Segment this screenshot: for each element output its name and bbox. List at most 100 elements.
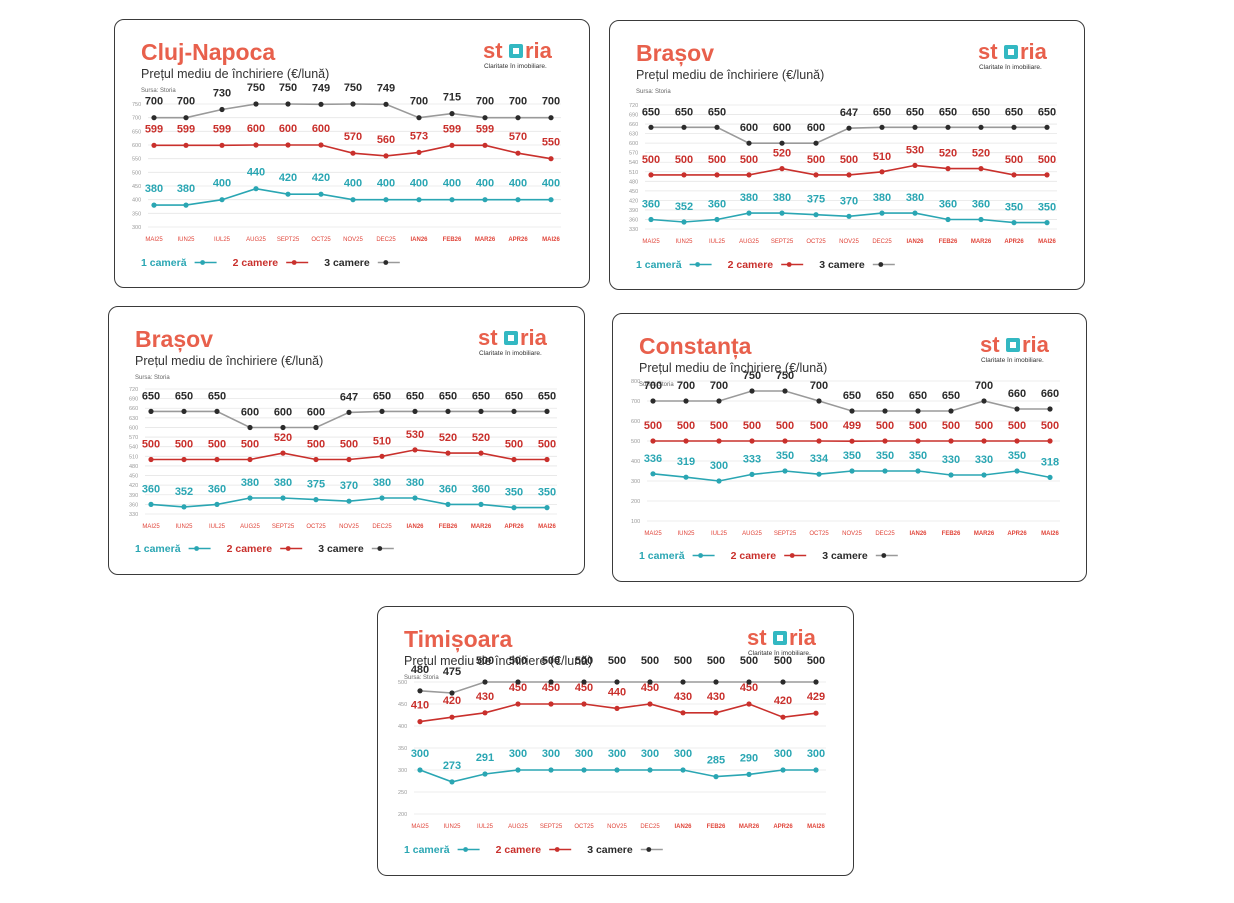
legend-label: 1 cameră xyxy=(135,543,181,555)
data-point-3-camere xyxy=(1011,124,1017,130)
data-label-3-camere: 650 xyxy=(538,390,556,402)
y-tick-label: 600 xyxy=(629,141,638,147)
data-label-2-camere: 500 xyxy=(505,439,523,451)
data-point-2-camere xyxy=(882,438,888,444)
data-point-1-camera xyxy=(449,779,455,785)
data-point-3-camere xyxy=(1014,406,1020,412)
data-point-3-camere xyxy=(879,124,885,130)
data-point-2-camere xyxy=(780,714,786,720)
data-point-1-camera xyxy=(151,202,157,208)
data-label-1-camera: 352 xyxy=(675,201,693,213)
data-label-2-camere: 430 xyxy=(707,691,725,703)
data-point-2-camere xyxy=(650,438,656,444)
y-tick-label: 690 xyxy=(129,397,138,403)
data-point-3-camere xyxy=(511,408,517,414)
data-label-2-camere: 500 xyxy=(1041,420,1059,432)
data-point-1-camera xyxy=(482,771,488,777)
data-point-2-camere xyxy=(148,456,154,463)
data-point-1-camera xyxy=(214,501,220,507)
chart-title: Cluj-Napoca xyxy=(141,39,275,65)
x-tick-label: APR26 xyxy=(1004,239,1024,245)
data-point-1-camera xyxy=(511,505,517,511)
data-point-2-camere xyxy=(412,447,418,453)
x-tick-label: MAR26 xyxy=(974,531,995,537)
data-point-2-camere xyxy=(285,142,291,148)
y-tick-label: 200 xyxy=(631,499,640,505)
data-label-3-camere: 650 xyxy=(942,390,960,402)
data-point-3-camere xyxy=(1044,124,1050,130)
legend-item-3-camere: 3 camere xyxy=(819,259,895,271)
data-label-2-camere: 599 xyxy=(213,123,231,135)
legend-dot-swatch xyxy=(194,546,200,551)
x-tick-label: IUN25 xyxy=(177,237,195,243)
data-point-1-camera xyxy=(978,216,984,223)
data-point-1-camera xyxy=(383,197,389,203)
source-note: Sursa: Storia xyxy=(135,375,170,381)
data-point-1-camera xyxy=(285,191,291,197)
data-point-1-camera xyxy=(816,471,822,477)
data-point-3-camere xyxy=(981,398,987,404)
data-label-2-camere: 520 xyxy=(472,432,490,444)
data-point-1-camera xyxy=(445,501,451,507)
data-label-1-camera: 273 xyxy=(443,760,461,772)
data-point-1-camera xyxy=(780,767,786,773)
data-point-3-camere xyxy=(746,140,752,146)
data-point-2-camere xyxy=(879,169,885,175)
logo-square-inner xyxy=(513,48,519,54)
x-tick-label: AUG25 xyxy=(240,524,260,530)
data-point-3-camere xyxy=(181,408,187,414)
data-point-1-camera xyxy=(647,767,653,773)
data-point-1-camera xyxy=(648,216,654,223)
data-point-2-camere xyxy=(449,142,455,148)
legend-dot-swatch xyxy=(698,553,703,558)
data-point-3-camere xyxy=(548,115,554,121)
data-label-3-camere: 650 xyxy=(642,106,660,118)
data-label-3-camere: 750 xyxy=(776,370,794,382)
data-point-1-camera xyxy=(181,504,187,510)
y-tick-label: 750 xyxy=(132,102,141,108)
data-label-1-camera: 400 xyxy=(509,178,527,190)
data-point-2-camere xyxy=(449,714,455,720)
logo-tagline: Claritate în imobiliare. xyxy=(479,350,542,357)
data-point-1-camera xyxy=(981,472,987,478)
data-label-2-camere: 500 xyxy=(708,154,726,166)
legend-dot-swatch xyxy=(377,546,383,551)
data-point-1-camera xyxy=(650,471,656,477)
data-label-1-camera: 290 xyxy=(740,752,758,764)
y-tick-label: 350 xyxy=(398,746,407,752)
data-label-2-camere: 570 xyxy=(509,131,527,143)
data-label-2-camere: 560 xyxy=(377,134,395,146)
x-tick-label: OCT25 xyxy=(311,237,331,243)
data-label-2-camere: 500 xyxy=(942,420,960,432)
data-point-3-camere xyxy=(548,679,554,685)
data-label-2-camere: 600 xyxy=(312,123,330,135)
data-point-2-camere xyxy=(280,450,286,456)
x-tick-label: MAI26 xyxy=(542,237,560,243)
data-label-3-camere: 500 xyxy=(740,655,758,667)
data-label-1-camera: 300 xyxy=(774,748,792,760)
data-label-3-camere: 500 xyxy=(509,655,527,667)
data-point-3-camere xyxy=(515,115,521,121)
x-tick-label: IUL25 xyxy=(711,531,728,537)
data-label-3-camere: 700 xyxy=(410,96,428,108)
data-label-1-camera: 350 xyxy=(1005,202,1023,214)
y-tick-label: 390 xyxy=(129,493,138,499)
data-point-3-camere xyxy=(318,101,324,107)
data-label-2-camere: 530 xyxy=(906,144,924,156)
data-label-3-camere: 700 xyxy=(542,96,560,108)
data-label-1-camera: 350 xyxy=(1008,450,1026,462)
data-label-3-camere: 700 xyxy=(476,96,494,108)
data-label-2-camere: 500 xyxy=(840,154,858,166)
data-point-2-camere xyxy=(478,450,484,456)
y-tick-label: 690 xyxy=(629,113,638,119)
logo-text-right: ria xyxy=(525,38,553,63)
data-point-3-camere xyxy=(782,388,788,394)
data-point-1-camera xyxy=(1044,220,1050,226)
legend-label: 3 camere xyxy=(819,259,865,271)
x-tick-label: MAR26 xyxy=(739,824,760,830)
data-point-2-camere xyxy=(511,456,517,463)
data-label-1-camera: 360 xyxy=(208,483,226,495)
data-point-1-camera xyxy=(813,212,819,218)
